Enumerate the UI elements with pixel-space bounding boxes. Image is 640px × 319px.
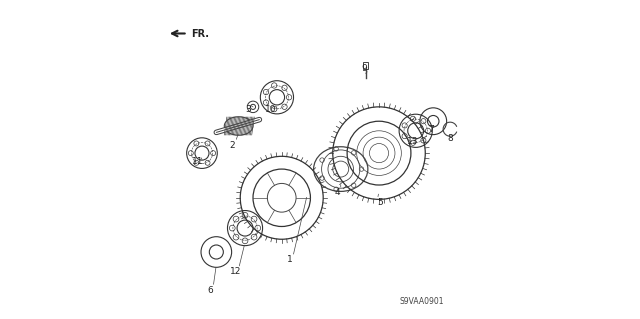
Text: 4: 4: [335, 189, 340, 197]
Text: 11: 11: [193, 157, 204, 166]
Text: 1: 1: [287, 256, 292, 264]
Text: 12: 12: [230, 267, 241, 276]
Text: S9VAA0901: S9VAA0901: [400, 297, 444, 306]
Text: 8: 8: [447, 134, 453, 143]
Text: 5: 5: [378, 198, 383, 207]
Text: 3: 3: [245, 105, 251, 114]
Text: 13: 13: [407, 137, 419, 146]
Text: 2: 2: [230, 141, 235, 150]
Text: 7: 7: [428, 125, 434, 134]
Text: 6: 6: [207, 286, 213, 295]
Text: FR.: FR.: [191, 29, 209, 40]
Text: 9: 9: [361, 64, 367, 73]
Text: 10: 10: [265, 105, 276, 114]
